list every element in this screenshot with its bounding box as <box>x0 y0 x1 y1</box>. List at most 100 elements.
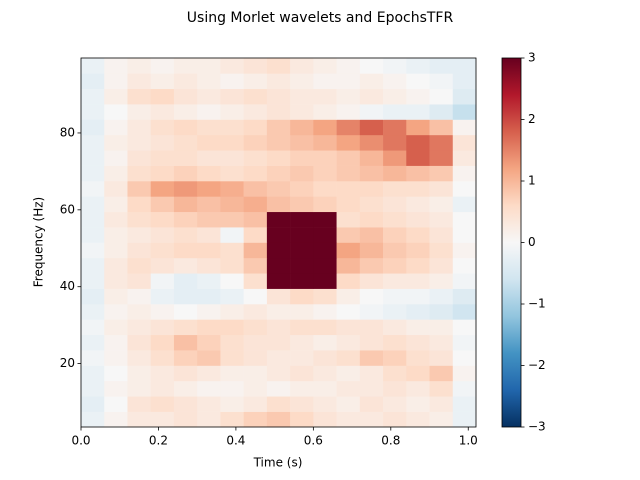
heatmap-cell <box>81 396 105 412</box>
heatmap-cell <box>197 104 221 120</box>
heatmap-cell <box>452 150 477 166</box>
heatmap-cell <box>359 257 384 274</box>
heatmap-cell <box>243 396 268 412</box>
heatmap-cell <box>173 165 198 182</box>
heatmap-cell <box>243 150 268 166</box>
heatmap-cell <box>406 257 430 274</box>
heatmap-cell <box>173 196 198 213</box>
heatmap-cell <box>127 227 152 243</box>
x-tick-label: 0.0 <box>71 434 90 448</box>
heatmap-cell <box>266 227 291 243</box>
heatmap-cell <box>81 58 105 74</box>
heatmap-cell <box>220 380 244 397</box>
heatmap-cell <box>127 181 152 197</box>
heatmap-cell <box>243 365 268 382</box>
heatmap-cell <box>290 319 314 336</box>
heatmap-cell <box>336 242 361 259</box>
heatmap-cell <box>243 319 268 336</box>
heatmap-cell <box>127 119 152 136</box>
heatmap-cell <box>383 73 407 90</box>
heatmap-cell <box>150 73 175 90</box>
heatmap-cell <box>197 73 221 90</box>
heatmap-cell <box>220 396 244 412</box>
heatmap-cell <box>197 334 221 351</box>
heatmap-cell <box>220 411 244 428</box>
heatmap-cell <box>173 88 198 105</box>
heatmap-cell <box>266 411 291 428</box>
heatmap-cell <box>150 334 175 351</box>
heatmap-cell <box>383 242 407 259</box>
heatmap-cell <box>406 380 430 397</box>
heatmap-cell <box>243 380 268 397</box>
heatmap-cell <box>406 396 430 412</box>
heatmap-cell <box>266 88 291 105</box>
heatmap-cell <box>81 334 105 351</box>
heatmap-cell <box>243 88 268 105</box>
heatmap-cell <box>336 304 361 320</box>
heatmap-cell <box>336 211 361 228</box>
heatmap-cell <box>197 242 221 259</box>
heatmap-cell <box>452 380 477 397</box>
heatmap-cell <box>336 150 361 166</box>
heatmap-cell <box>359 88 384 105</box>
heatmap-cell <box>406 58 430 74</box>
heatmap-cell <box>383 319 407 336</box>
heatmap-cell <box>150 319 175 336</box>
heatmap-cell <box>290 134 314 151</box>
heatmap-cell <box>383 227 407 243</box>
heatmap-cell <box>406 150 430 166</box>
heatmap-cell <box>290 304 314 320</box>
heatmap-cell <box>243 334 268 351</box>
heatmap-cell <box>429 119 454 136</box>
heatmap-cell <box>452 411 477 428</box>
heatmap-cell <box>220 288 244 305</box>
heatmap-cell <box>429 181 454 197</box>
heatmap-cell <box>127 304 152 320</box>
heatmap-cell <box>266 119 291 136</box>
heatmap-cell <box>243 119 268 136</box>
heatmap-cell <box>429 134 454 151</box>
heatmap-cell <box>104 181 128 197</box>
heatmap-cell <box>104 257 128 274</box>
heatmap-cell <box>359 150 384 166</box>
heatmap-cell <box>452 350 477 366</box>
heatmap-cell <box>452 196 477 213</box>
heatmap-cell <box>406 319 430 336</box>
heatmap-cell <box>104 196 128 213</box>
heatmap-cell <box>383 257 407 274</box>
heatmap-cell <box>220 134 244 151</box>
heatmap-cell <box>290 411 314 428</box>
heatmap-cell <box>290 211 314 228</box>
heatmap-cell <box>220 73 244 90</box>
heatmap-cell <box>290 104 314 120</box>
heatmap-cell <box>336 273 361 289</box>
heatmap-cell <box>429 150 454 166</box>
heatmap-cell <box>197 196 221 213</box>
heatmap-cell <box>220 304 244 320</box>
heatmap-cell <box>383 380 407 397</box>
heatmap-cell <box>313 380 337 397</box>
heatmap-cell <box>290 380 314 397</box>
heatmap-cell <box>429 319 454 336</box>
heatmap-cell <box>150 165 175 182</box>
heatmap-cell <box>406 104 430 120</box>
heatmap-cell <box>336 58 361 74</box>
heatmap-cell <box>104 211 128 228</box>
heatmap-cell <box>243 73 268 90</box>
heatmap-cell <box>383 273 407 289</box>
heatmap-cell <box>197 257 221 274</box>
heatmap-cell <box>81 150 105 166</box>
heatmap-cell <box>197 411 221 428</box>
heatmap-cell <box>266 365 291 382</box>
heatmap-cell <box>313 411 337 428</box>
heatmap-cell <box>359 104 384 120</box>
heatmap-cell <box>359 288 384 305</box>
heatmap-cell <box>150 196 175 213</box>
heatmap-cell <box>406 350 430 366</box>
heatmap-cell <box>359 196 384 213</box>
heatmap-cell <box>104 319 128 336</box>
heatmap-cell <box>173 319 198 336</box>
heatmap-cell <box>104 150 128 166</box>
heatmap-cell <box>290 196 314 213</box>
